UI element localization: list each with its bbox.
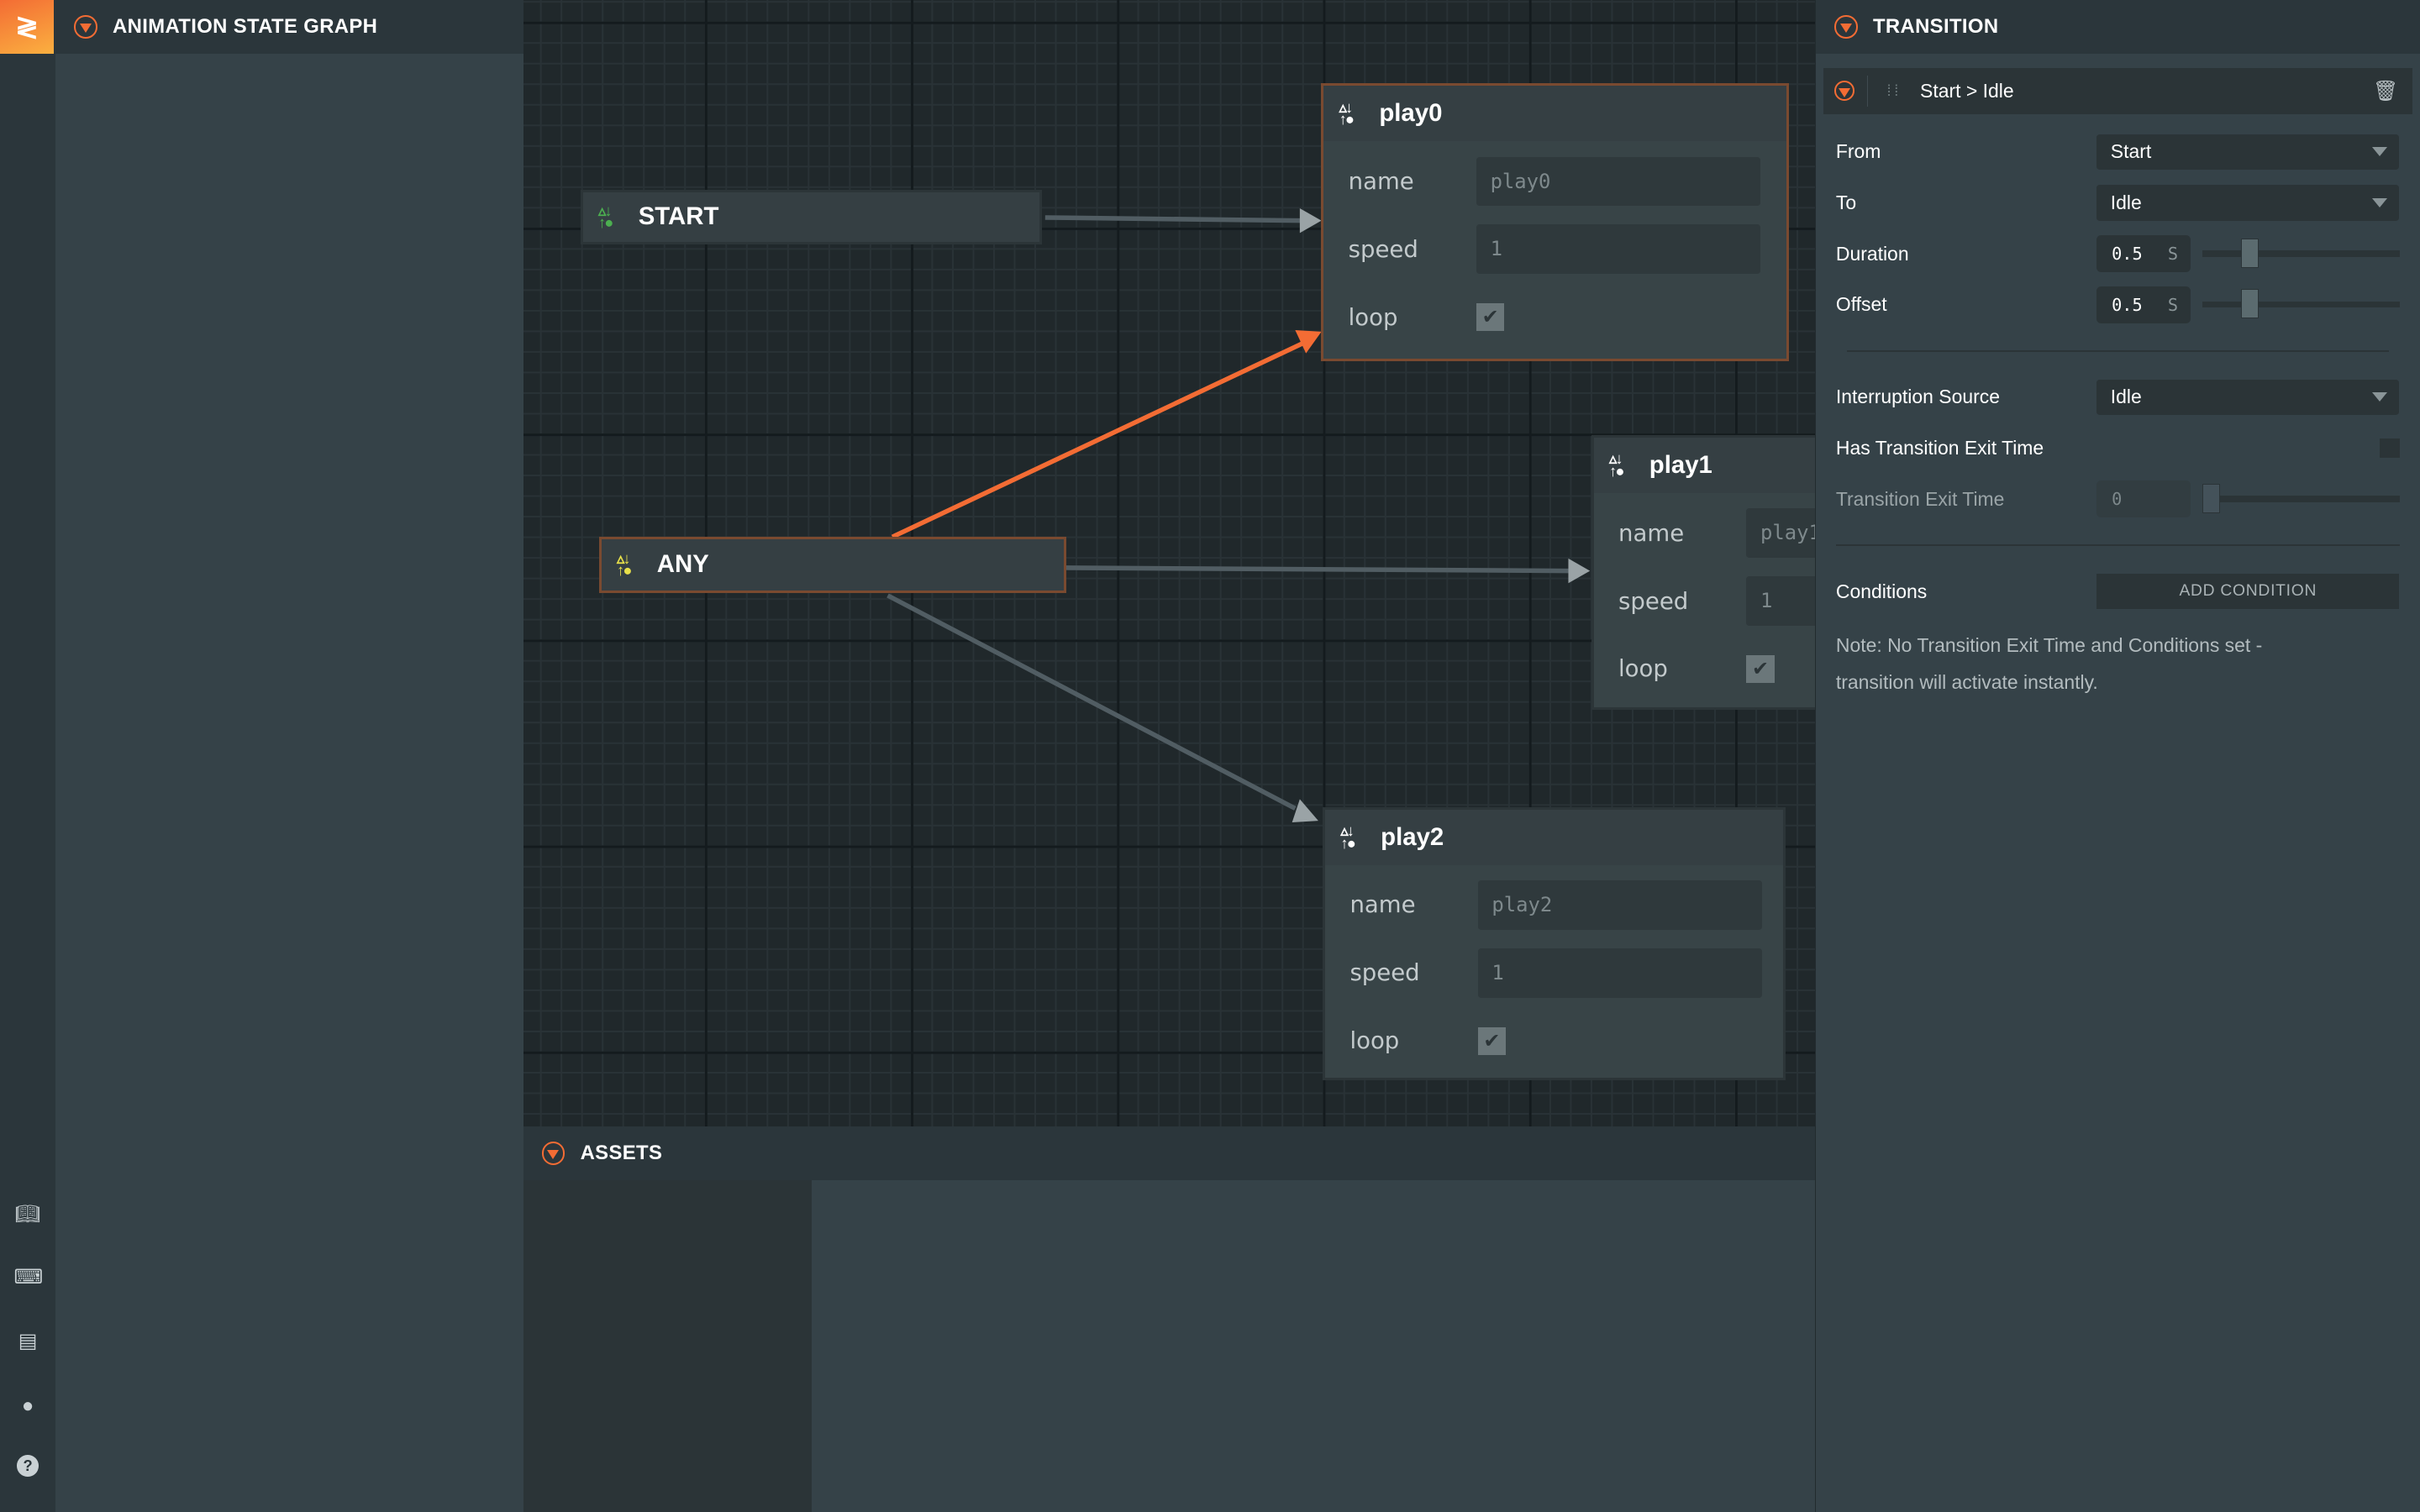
name-input[interactable]: play1 [1746, 508, 1815, 559]
to-value: Idle [2110, 191, 2142, 213]
state-icon: ▵↓ ↑● [597, 201, 613, 232]
from-select[interactable]: Start [2096, 134, 2400, 170]
name-label: name [1349, 891, 1416, 919]
speed-label: speed [1349, 959, 1420, 987]
interruption-source-value: Idle [2110, 386, 2142, 408]
trash-icon[interactable]: 🗑︎ [2373, 79, 2399, 102]
name-input[interactable]: play0 [1476, 156, 1760, 207]
node-title: play2 [1381, 822, 1444, 851]
assets-panel: ASSETS [523, 1126, 1815, 1512]
exit-time-value: 0 [2112, 489, 2123, 510]
node-play2[interactable]: ▵↓ ↑● play2 name play2 speed 1 loop ✔ [1323, 806, 1786, 1080]
edge-any-play2[interactable] [886, 593, 1318, 822]
to-label: To [1835, 191, 1857, 213]
from-value: Start [2110, 140, 2152, 163]
chat-icon[interactable]: ▤ [18, 1329, 38, 1352]
to-select[interactable]: Idle [2096, 185, 2400, 221]
node-start[interactable]: ▵↓ ↑● START [580, 189, 1042, 244]
interruption-source-label: Interruption Source [1835, 386, 2000, 408]
offset-unit: S [2167, 294, 2179, 315]
duration-unit: S [2167, 244, 2179, 265]
speed-label: speed [1618, 587, 1689, 615]
edge-any-play1[interactable] [1065, 558, 1590, 584]
state-icon: ▵↓ ↑● [1339, 97, 1355, 129]
speed-input[interactable]: 1 [1476, 224, 1760, 275]
playcanvas-logo[interactable]: ≷ [0, 0, 55, 55]
keyboard-icon[interactable]: ⌨ [13, 1266, 43, 1289]
node-any[interactable]: ▵↓ ↑● ANY [598, 537, 1067, 593]
duration-label: Duration [1835, 242, 1909, 265]
add-condition-button[interactable]: ADD CONDITION [2096, 574, 2400, 610]
node-title: play0 [1379, 99, 1443, 128]
drag-handle-icon[interactable]: ⁞⁞ [1886, 81, 1902, 100]
node-play1[interactable]: ▵↓ ↑● play1 name play1 speed 1 loop ✔ [1591, 434, 1815, 710]
speed-label: speed [1348, 235, 1418, 263]
offset-label: Offset [1835, 293, 1887, 316]
loop-checkbox[interactable]: ✔ [1477, 1026, 1506, 1055]
collapse-icon[interactable] [74, 15, 97, 39]
has-exit-time-checkbox[interactable] [2380, 438, 2401, 459]
panel-header: TRANSITION [1816, 0, 2420, 55]
transition-item-header[interactable]: ⁞⁞ Start > Idle 🗑︎ [1823, 67, 2412, 114]
panel-title: ASSETS [580, 1141, 663, 1164]
duration-value: 0.5 [2112, 244, 2143, 265]
collapse-icon[interactable] [1834, 81, 1854, 102]
speed-input[interactable]: 1 [1746, 576, 1815, 626]
offset-input[interactable]: 0.5 S [2096, 286, 2191, 323]
collapse-icon[interactable] [1834, 15, 1858, 39]
node-title: play1 [1649, 451, 1712, 479]
graph-edges [886, 207, 1590, 822]
transition-item-title: Start > Idle [1920, 79, 2014, 102]
loop-checkbox[interactable]: ✔ [1746, 654, 1775, 683]
name-label: name [1618, 519, 1685, 547]
speed-input[interactable]: 1 [1477, 948, 1762, 998]
name-input[interactable]: play2 [1477, 880, 1762, 930]
help-icon[interactable]: ? [17, 1455, 39, 1477]
state-icon: ▵↓ ↑● [617, 549, 632, 580]
slider-thumb[interactable] [2202, 483, 2220, 513]
node-title: ANY [656, 550, 709, 579]
divider [1866, 75, 1869, 107]
transition-panel: TRANSITION ⁞⁞ Start > Idle 🗑︎ From Start … [1815, 0, 2420, 1512]
panel-header: ASSETS [523, 1126, 1815, 1181]
divider [1835, 544, 2401, 547]
panel-header: ANIMATION STATE GRAPH [55, 0, 523, 55]
offset-value: 0.5 [2112, 294, 2143, 315]
slider-thumb[interactable] [2241, 289, 2259, 319]
name-label: name [1348, 168, 1414, 196]
slider-thumb[interactable] [2241, 238, 2259, 268]
state-icon: ▵↓ ↑● [1609, 449, 1624, 480]
edge-any-play0[interactable] [891, 330, 1322, 539]
exit-time-label: Transition Exit Time [1835, 487, 2005, 510]
assets-folder-tree[interactable] [523, 1180, 813, 1512]
app-sidebar: ≷ 📖︎ ⌨ ▤ ● ? [0, 0, 56, 1512]
state-icon: ▵↓ ↑● [1340, 821, 1355, 852]
node-play0[interactable]: ▵↓ ↑● play0 name play0 speed 1 loop ✔ [1321, 83, 1789, 361]
divider [1846, 349, 2390, 352]
from-label: From [1835, 140, 1881, 163]
graph-canvas[interactable]: ▵↓ ↑● START ▵↓ ↑● ANY ▵↓ ↑● play0 name play0 sp… [523, 0, 1815, 1126]
panel-title: TRANSITION [1872, 15, 1999, 39]
loop-checkbox[interactable]: ✔ [1476, 303, 1505, 332]
offset-slider[interactable] [2202, 289, 2401, 319]
exit-time-input[interactable]: 0 [2096, 480, 2191, 518]
interruption-source-select[interactable]: Idle [2096, 379, 2400, 416]
duration-input[interactable]: 0.5 S [2096, 235, 2191, 273]
github-icon[interactable]: ● [21, 1394, 34, 1417]
has-exit-time-label: Has Transition Exit Time [1835, 437, 2044, 459]
node-title: START [638, 202, 719, 231]
edge-start-play0[interactable] [1044, 207, 1322, 234]
loop-label: loop [1618, 655, 1668, 683]
animation-state-graph-panel: ANIMATION STATE GRAPH [55, 0, 523, 1512]
book-icon[interactable]: 📖︎ [14, 1202, 41, 1226]
loop-label: loop [1349, 1027, 1400, 1055]
conditions-label: Conditions [1835, 580, 1928, 602]
exit-time-slider[interactable] [2202, 483, 2401, 513]
loop-label: loop [1348, 303, 1398, 331]
duration-slider[interactable] [2202, 238, 2401, 268]
transition-note: Note: No Transition Exit Time and Condit… [1835, 633, 2263, 693]
collapse-icon[interactable] [541, 1142, 566, 1165]
panel-title: ANIMATION STATE GRAPH [113, 15, 378, 39]
